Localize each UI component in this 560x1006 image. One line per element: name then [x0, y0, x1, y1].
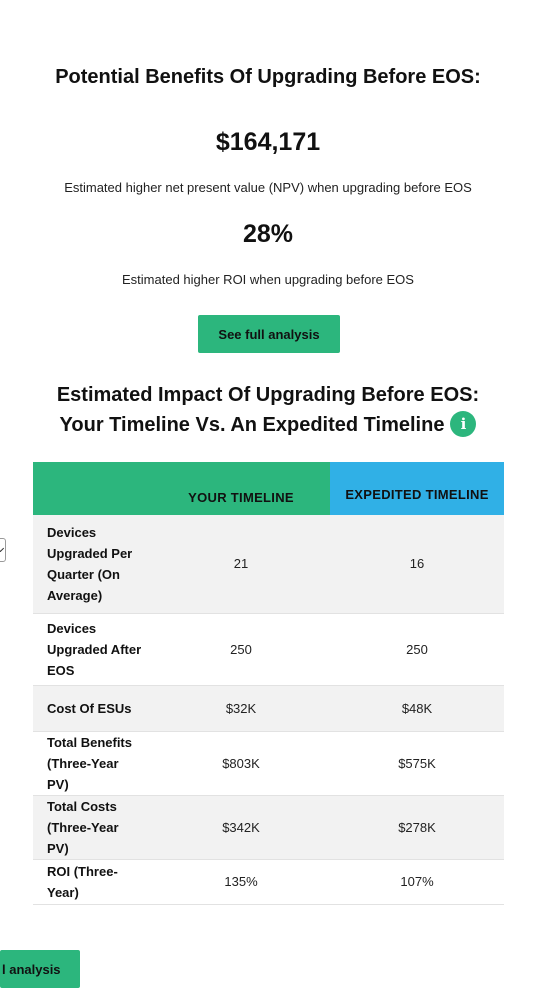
- expedited-timeline-value: $575K: [330, 731, 504, 796]
- column-header-your-timeline: YOUR TIMELINE: [152, 462, 330, 515]
- expedited-timeline-value: $48K: [330, 685, 504, 732]
- expedited-timeline-value: 250: [330, 613, 504, 686]
- your-timeline-value: 21: [152, 515, 330, 614]
- see-full-analysis-button[interactable]: See full analysis: [198, 315, 340, 353]
- table-row: Total Costs (Three-Year PV) $342K $278K: [33, 795, 504, 860]
- impact-heading: Estimated Impact Of Upgrading Before EOS…: [0, 380, 536, 440]
- impact-heading-line1: Estimated Impact Of Upgrading Before EOS…: [56, 384, 480, 406]
- info-icon[interactable]: i: [450, 410, 477, 437]
- your-timeline-value: $803K: [152, 731, 330, 796]
- row-label: Devices Upgraded After EOS: [33, 613, 152, 686]
- table-header-row: YOUR TIMELINE EXPEDITED TIMELINE: [33, 462, 504, 515]
- timeline-comparison-table: YOUR TIMELINE EXPEDITED TIMELINE Devices…: [33, 462, 504, 905]
- impact-heading-line2: Your Timeline Vs. An Expedited Timeline i: [0, 410, 536, 440]
- your-timeline-value: $342K: [152, 795, 330, 860]
- roi-value: 28%: [242, 220, 294, 248]
- benefits-heading: Potential Benefits Of Upgrading Before E…: [55, 66, 481, 88]
- table-row: ROI (Three-Year) 135% 107%: [33, 859, 504, 905]
- row-label: Total Benefits (Three-Year PV): [33, 731, 152, 796]
- table-row: Devices Upgraded After EOS 250 250: [33, 613, 504, 686]
- your-timeline-value: $32K: [152, 685, 330, 732]
- column-header-expedited-timeline: EXPEDITED TIMELINE: [330, 462, 504, 515]
- npv-value: $164,171: [215, 128, 321, 156]
- bottom-full-analysis-button[interactable]: l analysis: [0, 950, 80, 988]
- table-row: Total Benefits (Three-Year PV) $803K $57…: [33, 731, 504, 796]
- npv-description: Estimated higher net present value (NPV)…: [64, 180, 472, 195]
- expedited-timeline-value: 107%: [330, 859, 504, 905]
- row-label: Total Costs (Three-Year PV): [33, 795, 152, 860]
- table-row: Cost Of ESUs $32K $48K: [33, 685, 504, 732]
- your-timeline-value: 135%: [152, 859, 330, 905]
- chevron-down-icon: [0, 544, 5, 553]
- row-label: Devices Upgraded Per Quarter (On Average…: [33, 515, 152, 614]
- expedited-timeline-value: $278K: [330, 795, 504, 860]
- your-timeline-value: 250: [152, 613, 330, 686]
- impact-heading-line2-text: Your Timeline Vs. An Expedited Timeline: [59, 414, 445, 436]
- roi-description: Estimated higher ROI when upgrading befo…: [122, 272, 414, 287]
- table-row: Devices Upgraded Per Quarter (On Average…: [33, 515, 504, 614]
- dropdown-edge[interactable]: [0, 538, 6, 562]
- row-label: ROI (Three-Year): [33, 859, 152, 905]
- column-header-blank: [33, 462, 152, 515]
- expedited-timeline-value: 16: [330, 515, 504, 614]
- row-label: Cost Of ESUs: [33, 685, 152, 732]
